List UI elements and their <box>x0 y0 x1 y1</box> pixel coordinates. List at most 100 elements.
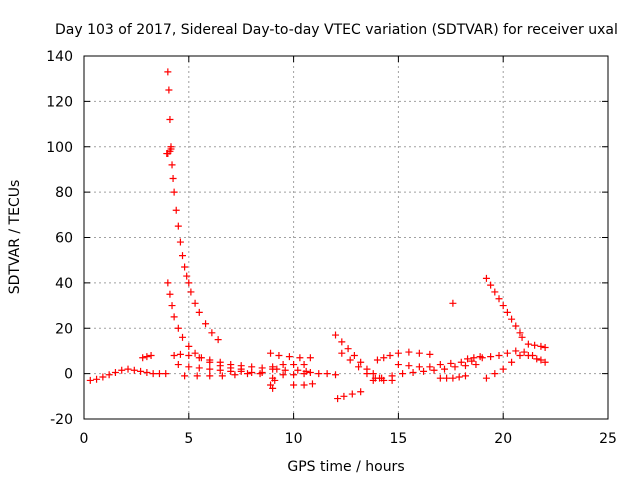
data-point <box>472 361 480 369</box>
data-point <box>167 145 175 153</box>
data-point <box>512 322 520 330</box>
data-point <box>248 368 256 376</box>
data-point <box>168 302 176 310</box>
data-point <box>420 367 428 375</box>
data-point <box>461 372 469 380</box>
data-point <box>164 279 172 287</box>
data-point <box>143 368 151 376</box>
data-point <box>179 252 187 260</box>
data-point <box>537 356 545 364</box>
data-point <box>169 175 177 183</box>
y-tick-label: 80 <box>55 185 73 201</box>
data-point <box>378 374 386 382</box>
data-point <box>300 361 308 369</box>
x-tick-label: 10 <box>285 431 303 447</box>
data-point <box>164 68 172 76</box>
data-point <box>491 370 499 378</box>
data-point <box>380 354 388 362</box>
data-point <box>512 347 520 355</box>
y-tick-label: 20 <box>55 321 73 337</box>
y-tick-label: 60 <box>55 231 73 247</box>
data-point <box>443 374 451 382</box>
data-point <box>218 372 226 380</box>
data-point <box>183 272 191 280</box>
data-point <box>482 374 490 382</box>
data-point <box>269 363 277 371</box>
data-point <box>231 371 239 379</box>
series-descend-12-14h <box>332 331 396 384</box>
data-point <box>206 365 214 373</box>
y-tick-label: 100 <box>46 140 73 156</box>
data-point <box>306 368 314 376</box>
data-point <box>441 365 449 373</box>
data-point <box>170 313 178 321</box>
data-point <box>541 344 549 352</box>
data-point <box>290 361 298 369</box>
x-tick-label: 0 <box>80 431 89 447</box>
y-tick-label: 120 <box>46 94 73 110</box>
data-point <box>457 358 465 366</box>
data-point <box>195 364 203 372</box>
data-point <box>508 315 516 323</box>
data-point <box>332 371 340 379</box>
series-cluster-9-11h <box>267 349 340 392</box>
x-axis-label: GPS time / hours <box>287 459 404 475</box>
data-point <box>170 188 178 196</box>
series-band-5h <box>170 350 277 380</box>
data-point <box>426 363 434 371</box>
data-point <box>464 355 472 363</box>
data-point <box>449 299 457 307</box>
y-tick-label: 0 <box>64 367 73 383</box>
y-tick-label: 140 <box>46 49 73 65</box>
data-point <box>130 366 138 374</box>
data-point <box>537 342 545 350</box>
data-point <box>147 351 155 359</box>
data-point <box>172 206 180 214</box>
data-point <box>363 370 371 378</box>
data-point <box>165 86 173 94</box>
series-arc-19-21h <box>482 274 526 341</box>
data-point <box>308 380 316 388</box>
data-point <box>369 370 377 378</box>
data-point <box>482 274 490 282</box>
data-point <box>208 329 216 337</box>
data-point <box>399 370 407 378</box>
data-point <box>93 375 101 383</box>
y-tick-label: -20 <box>50 412 73 428</box>
data-point <box>338 338 346 346</box>
data-point <box>476 353 484 361</box>
data-point <box>516 329 524 337</box>
data-point <box>533 355 541 363</box>
data-point <box>300 381 308 389</box>
series-decay-4h-lower <box>164 279 245 373</box>
data-point <box>216 358 224 366</box>
data-point <box>294 366 302 374</box>
data-point <box>388 372 396 380</box>
data-point <box>174 324 182 332</box>
data-point <box>541 358 549 366</box>
data-point <box>176 238 184 246</box>
data-point <box>495 351 503 359</box>
data-point <box>447 359 455 367</box>
data-point <box>185 363 193 371</box>
data-point <box>518 333 526 341</box>
data-point <box>405 348 413 356</box>
data-point <box>206 356 214 364</box>
axis-ticks <box>83 55 609 420</box>
data-point <box>149 370 157 378</box>
data-point <box>461 362 469 370</box>
y-axis-label: SDTVAR / TECUs <box>7 180 23 295</box>
data-point <box>346 356 354 364</box>
data-point <box>451 363 459 371</box>
data-point <box>487 353 495 361</box>
data-point <box>386 351 394 359</box>
data-point <box>111 368 119 376</box>
data-point <box>227 367 235 375</box>
data-point <box>415 349 423 357</box>
data-point <box>394 361 402 369</box>
data-point <box>174 222 182 230</box>
data-point <box>405 362 413 370</box>
data-point <box>285 353 293 361</box>
data-point <box>455 373 463 381</box>
